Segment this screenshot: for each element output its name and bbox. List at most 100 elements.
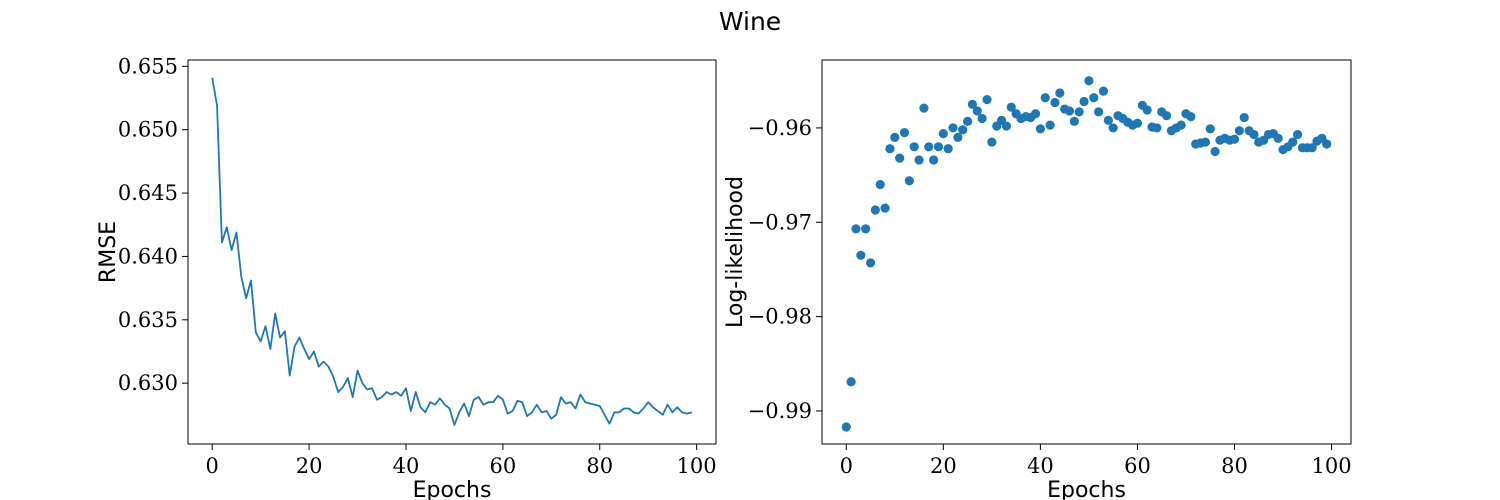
data-point bbox=[1094, 107, 1104, 117]
data-point bbox=[929, 155, 939, 165]
data-point bbox=[953, 132, 963, 142]
data-point bbox=[856, 250, 866, 260]
y-axis-label: Log-likelihood bbox=[723, 176, 748, 328]
y-tick-label: 0.655 bbox=[118, 54, 178, 78]
data-point bbox=[1234, 126, 1244, 136]
data-point bbox=[958, 125, 968, 135]
data-point bbox=[1186, 112, 1196, 122]
data-point bbox=[1239, 112, 1249, 123]
data-point bbox=[1035, 124, 1045, 134]
data-point bbox=[1273, 133, 1283, 143]
x-tick-label: 0 bbox=[206, 454, 219, 478]
data-point bbox=[1176, 120, 1186, 130]
data-point bbox=[1322, 139, 1332, 149]
plot-frame bbox=[821, 59, 1352, 445]
data-point bbox=[972, 106, 982, 116]
data-point bbox=[861, 224, 871, 234]
data-point bbox=[1055, 88, 1065, 98]
data-point bbox=[1064, 106, 1075, 116]
data-point bbox=[963, 116, 973, 126]
data-point bbox=[977, 113, 987, 124]
x-tick-label: 20 bbox=[930, 454, 957, 478]
data-point bbox=[899, 128, 910, 138]
rmse-series-line bbox=[211, 77, 693, 426]
x-axis-label: Epochs bbox=[413, 478, 492, 500]
y-tick-label: 0.635 bbox=[118, 308, 178, 332]
data-point bbox=[1103, 115, 1113, 125]
x-tick-label: 60 bbox=[1124, 454, 1151, 478]
data-point bbox=[933, 142, 944, 152]
data-point bbox=[895, 153, 905, 163]
data-point bbox=[890, 132, 900, 142]
data-point bbox=[851, 224, 861, 234]
data-point bbox=[914, 155, 924, 165]
data-point bbox=[1098, 86, 1109, 96]
x-tick-label: 60 bbox=[489, 454, 516, 478]
plot-frame bbox=[187, 59, 717, 445]
data-point bbox=[1307, 143, 1317, 153]
data-point bbox=[1045, 120, 1055, 130]
data-point bbox=[1089, 93, 1099, 103]
x-tick-label: 100 bbox=[677, 454, 717, 478]
data-point bbox=[1079, 96, 1089, 107]
data-point bbox=[904, 176, 914, 186]
data-point bbox=[1288, 137, 1298, 147]
data-point bbox=[1205, 124, 1215, 134]
data-point bbox=[841, 422, 851, 432]
data-point bbox=[1152, 123, 1162, 133]
x-tick-label: 40 bbox=[1027, 454, 1054, 478]
data-point bbox=[967, 99, 978, 109]
y-tick-label: −0.98 bbox=[748, 305, 812, 329]
data-point bbox=[1108, 123, 1118, 133]
x-tick-label: 0 bbox=[840, 454, 853, 478]
data-point bbox=[1001, 121, 1012, 131]
data-point bbox=[1142, 105, 1152, 115]
data-point bbox=[880, 203, 890, 213]
x-tick-label: 20 bbox=[296, 454, 323, 478]
y-tick-label: 0.650 bbox=[118, 118, 178, 142]
data-point bbox=[1040, 93, 1050, 103]
figure-title: Wine bbox=[719, 7, 781, 36]
y-tick-label: −0.97 bbox=[748, 210, 812, 234]
data-point bbox=[1050, 97, 1060, 108]
data-point bbox=[982, 95, 992, 105]
data-point bbox=[938, 128, 948, 139]
data-point bbox=[1030, 109, 1041, 119]
data-point bbox=[1200, 137, 1210, 147]
y-tick-label: 0.645 bbox=[118, 181, 178, 205]
data-point bbox=[1210, 146, 1220, 157]
log-likelihood-panel: 0 20 40 60 80 100 −0.99 −0.98 −0.97 −0.96 Epochs Lo… bbox=[723, 59, 1352, 500]
data-point bbox=[924, 142, 934, 152]
data-point bbox=[987, 137, 997, 147]
y-tick-label: −0.99 bbox=[748, 399, 812, 423]
x-tick-label: 40 bbox=[393, 454, 420, 478]
data-point bbox=[919, 103, 929, 113]
data-point bbox=[1084, 76, 1094, 86]
x-tick-label: 80 bbox=[1221, 454, 1248, 478]
data-point bbox=[1249, 129, 1259, 140]
data-point bbox=[1229, 134, 1240, 144]
data-point bbox=[865, 258, 876, 268]
rmse-panel: 0 20 40 60 80 100 0.630 0.635 0.640 0.645 0.650 0.6… bbox=[96, 54, 717, 500]
data-point bbox=[1161, 111, 1172, 121]
data-point bbox=[1069, 116, 1079, 126]
y-tick-label: −0.96 bbox=[748, 116, 812, 140]
data-point bbox=[870, 205, 880, 215]
data-point bbox=[1074, 107, 1084, 117]
data-point bbox=[1006, 102, 1016, 112]
data-point bbox=[1132, 118, 1143, 128]
x-tick-label: 100 bbox=[1312, 454, 1352, 478]
y-tick-label: 0.640 bbox=[118, 244, 178, 268]
data-point bbox=[1293, 129, 1303, 140]
x-tick-label: 80 bbox=[586, 454, 613, 478]
y-tick-label: 0.630 bbox=[118, 371, 178, 395]
data-point bbox=[909, 142, 919, 152]
data-point bbox=[885, 144, 895, 154]
y-axis-label: RMSE bbox=[96, 221, 121, 283]
data-point bbox=[875, 179, 885, 190]
data-point bbox=[846, 377, 856, 387]
data-point bbox=[948, 123, 958, 133]
data-point bbox=[943, 144, 953, 154]
x-axis-label: Epochs bbox=[1047, 478, 1126, 500]
